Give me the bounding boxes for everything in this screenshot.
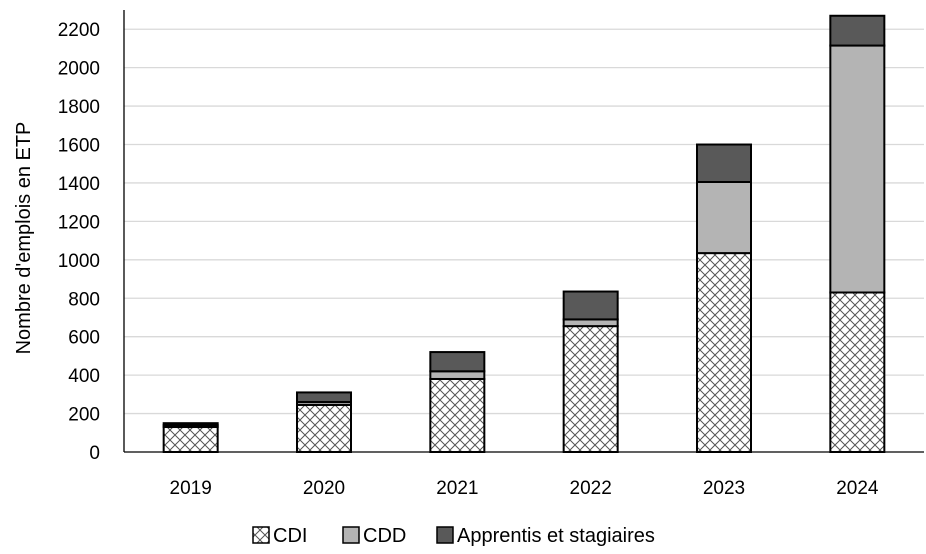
y-tick-label: 1000 bbox=[58, 251, 100, 272]
bar-segment-cdd bbox=[430, 371, 484, 379]
bar-segment-apprentis-et-stagiaires bbox=[297, 392, 351, 402]
bar-segment-apprentis-et-stagiaires bbox=[164, 423, 218, 425]
y-tick-label: 2200 bbox=[58, 20, 100, 41]
legend-swatch bbox=[343, 527, 359, 543]
axes bbox=[124, 10, 924, 452]
legend-label: Apprentis et stagiaires bbox=[457, 525, 655, 547]
y-tick-label: 1200 bbox=[58, 212, 100, 233]
y-tick-label: 400 bbox=[68, 366, 100, 387]
bar-segment-cdi bbox=[697, 253, 751, 452]
legend-swatch bbox=[437, 527, 453, 543]
bar-segment-cdi bbox=[164, 427, 218, 452]
bar-segment-cdd bbox=[830, 46, 884, 293]
legend-swatch bbox=[253, 527, 269, 543]
x-tick-label: 2023 bbox=[703, 478, 745, 499]
bar-segment-cdi bbox=[430, 379, 484, 452]
legend-label: CDI bbox=[273, 525, 307, 547]
y-tick-label: 1600 bbox=[58, 136, 100, 157]
x-tick-label: 2020 bbox=[303, 478, 345, 499]
bar-segment-apprentis-et-stagiaires bbox=[564, 292, 618, 320]
y-tick-label: 600 bbox=[68, 328, 100, 349]
bar-segment-apprentis-et-stagiaires bbox=[830, 16, 884, 46]
y-tick-label: 1400 bbox=[58, 174, 100, 195]
y-axis-title: Nombre d'emplois en ETP bbox=[13, 122, 35, 355]
y-tick-label: 2000 bbox=[58, 59, 100, 80]
legend-label: CDD bbox=[363, 525, 406, 547]
x-tick-label: 2019 bbox=[170, 478, 212, 499]
y-tick-label: 800 bbox=[68, 289, 100, 310]
x-tick-label: 2022 bbox=[570, 478, 612, 499]
bar-segment-apprentis-et-stagiaires bbox=[697, 145, 751, 182]
bar-segment-cdi bbox=[297, 405, 351, 452]
y-tick-label: 200 bbox=[68, 405, 100, 426]
gridlines bbox=[124, 29, 924, 413]
x-tick-label: 2021 bbox=[436, 478, 478, 499]
legend: CDI CDD Apprentis et stagiaires bbox=[253, 525, 655, 547]
y-tick-labels: 0 200 400 600 800 1000 1200 1400 1600 1800 2000 220… bbox=[58, 20, 100, 464]
bar-segment-cdi bbox=[564, 326, 618, 452]
bar-segment-cdd bbox=[697, 182, 751, 253]
bar-segment-apprentis-et-stagiaires bbox=[430, 352, 484, 371]
bar-segment-cdi bbox=[830, 292, 884, 452]
bars bbox=[164, 16, 885, 452]
x-tick-labels: 2019 2020 2021 2022 2023 2024 bbox=[170, 478, 879, 499]
y-tick-label: 1800 bbox=[58, 97, 100, 118]
y-tick-label: 0 bbox=[89, 443, 100, 464]
x-tick-label: 2024 bbox=[836, 478, 879, 499]
bar-segment-cdd bbox=[564, 319, 618, 326]
